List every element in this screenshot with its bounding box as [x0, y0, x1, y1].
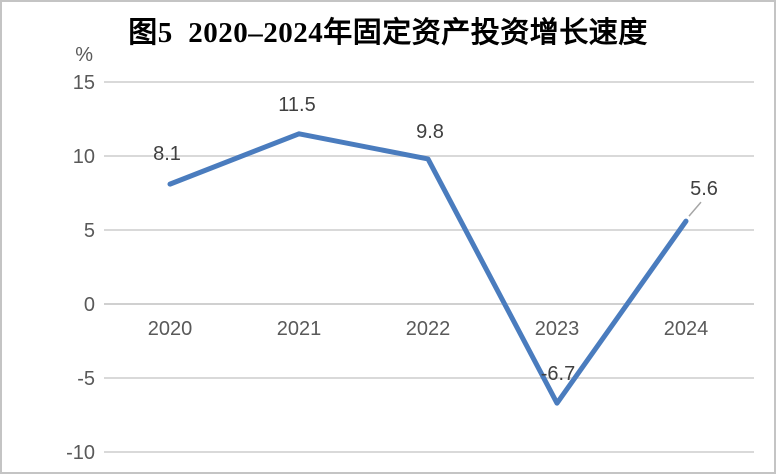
data-label: 8.1 — [153, 143, 181, 165]
y-tick-label: -5 — [77, 368, 95, 390]
y-tick-label: 10 — [73, 146, 95, 168]
x-category-label: 2022 — [406, 318, 451, 340]
x-category-label: 2020 — [148, 318, 193, 340]
y-tick-label: 0 — [84, 294, 95, 316]
y-axis-unit-label: % — [75, 44, 93, 66]
x-category-label: 2024 — [664, 318, 709, 340]
data-series-line — [167, 131, 689, 406]
y-tick-label: -10 — [66, 442, 95, 464]
chart-title: 图5 2020–2024年固定资产投资增长速度 — [128, 17, 648, 49]
x-category-label: 2023 — [535, 318, 580, 340]
data-label: 9.8 — [416, 121, 444, 143]
data-label: 5.6 — [690, 178, 718, 200]
y-tick-label: 5 — [84, 220, 95, 242]
data-label: 11.5 — [278, 94, 315, 116]
data-label: -6.7 — [541, 363, 575, 385]
data-label-leader-line — [688, 201, 702, 217]
y-tick-label: 15 — [73, 72, 95, 94]
x-category-label: 2021 — [277, 318, 322, 340]
